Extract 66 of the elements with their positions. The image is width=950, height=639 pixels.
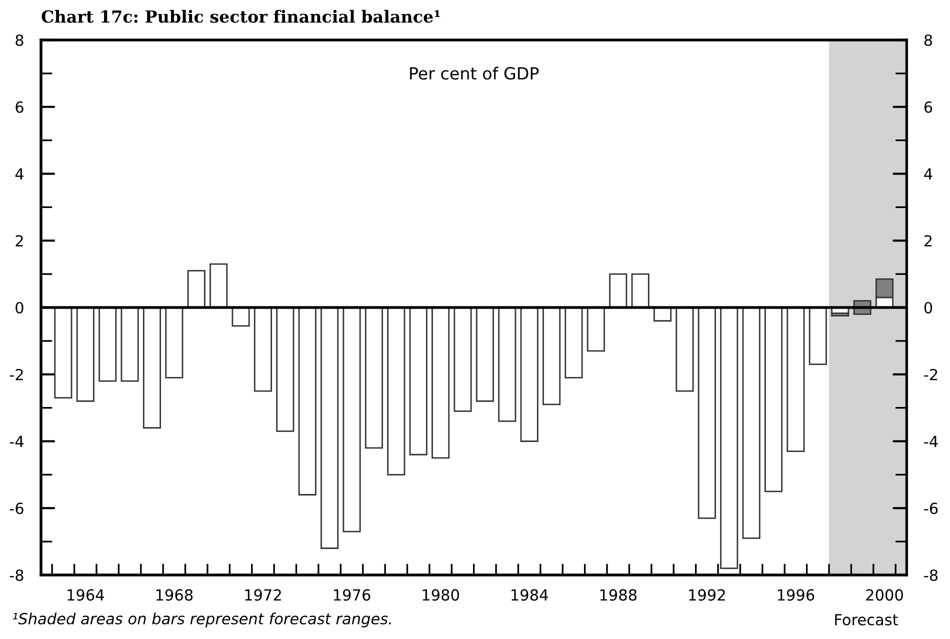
bar — [564, 306, 583, 378]
x-tick-label: 2000 — [866, 589, 903, 601]
y-tick-label: -4 — [10, 436, 24, 448]
bar — [498, 306, 516, 422]
bar — [320, 306, 339, 549]
x-tick-label: 1964 — [68, 589, 104, 601]
bar — [187, 270, 206, 308]
bar — [254, 306, 272, 392]
x-tick-label: 1972 — [245, 589, 281, 601]
bar — [831, 312, 850, 317]
chart-title: Chart 17c: Public sector financial balance¹ — [42, 10, 440, 23]
bar — [387, 306, 406, 476]
bar — [165, 306, 184, 378]
bar — [808, 306, 827, 366]
bar — [631, 273, 650, 308]
x-tick-label: 1968 — [156, 589, 193, 601]
text: ¹Shaded areas on bars represent forecast ranges. — [13, 612, 391, 628]
bar — [520, 306, 538, 442]
bar — [298, 306, 316, 496]
bar — [432, 306, 450, 459]
y2-tick-label: 6 — [924, 101, 932, 113]
bar — [210, 263, 228, 308]
bar — [409, 306, 428, 456]
bar — [364, 306, 383, 449]
x-tick-label: 1976 — [334, 589, 370, 601]
x-tick-label: 1988 — [600, 589, 637, 601]
bar — [720, 306, 738, 570]
bar — [764, 306, 783, 492]
y-tick-label: -8 — [10, 569, 24, 582]
y2-tick-label: -2 — [924, 368, 938, 380]
y2-tick-label: 2 — [924, 235, 932, 246]
bar — [142, 306, 162, 429]
y-tick-label: 0 — [16, 302, 24, 314]
y2-tick-label: -8 — [924, 569, 938, 582]
bar — [476, 306, 494, 402]
y-tick-label: 6 — [16, 101, 24, 113]
bar — [98, 306, 117, 382]
y-tick-label: 8 — [16, 34, 24, 46]
y2-tick-label: -4 — [924, 436, 938, 448]
bar — [120, 306, 139, 382]
bar — [76, 306, 94, 402]
y2-tick-label: -6 — [924, 502, 938, 514]
bar — [542, 306, 561, 406]
y-tick-label: -2 — [10, 368, 23, 380]
text: Forecast — [835, 614, 898, 626]
y2-tick-label: 0 — [924, 302, 932, 314]
bar — [609, 273, 628, 308]
bar — [742, 306, 760, 539]
y-tick-label: 2 — [16, 235, 23, 246]
bar — [586, 306, 605, 352]
annotation: Per cent of GDP — [410, 66, 539, 80]
x-tick-label: 1992 — [689, 589, 725, 601]
x-tick-label: 1984 — [512, 589, 548, 601]
bar — [276, 306, 294, 432]
bar — [342, 306, 361, 532]
x-tick-label: 1980 — [422, 589, 459, 601]
y2-tick-label: 4 — [924, 168, 932, 180]
y-tick-label: -6 — [10, 502, 24, 514]
x-tick-label: 1996 — [778, 589, 814, 601]
bar — [698, 306, 716, 519]
bar — [54, 306, 72, 398]
bar — [676, 306, 694, 392]
y-tick-label: 4 — [15, 168, 24, 180]
bar — [454, 306, 472, 412]
bar — [786, 306, 805, 452]
y2-tick-label: 8 — [924, 34, 932, 46]
